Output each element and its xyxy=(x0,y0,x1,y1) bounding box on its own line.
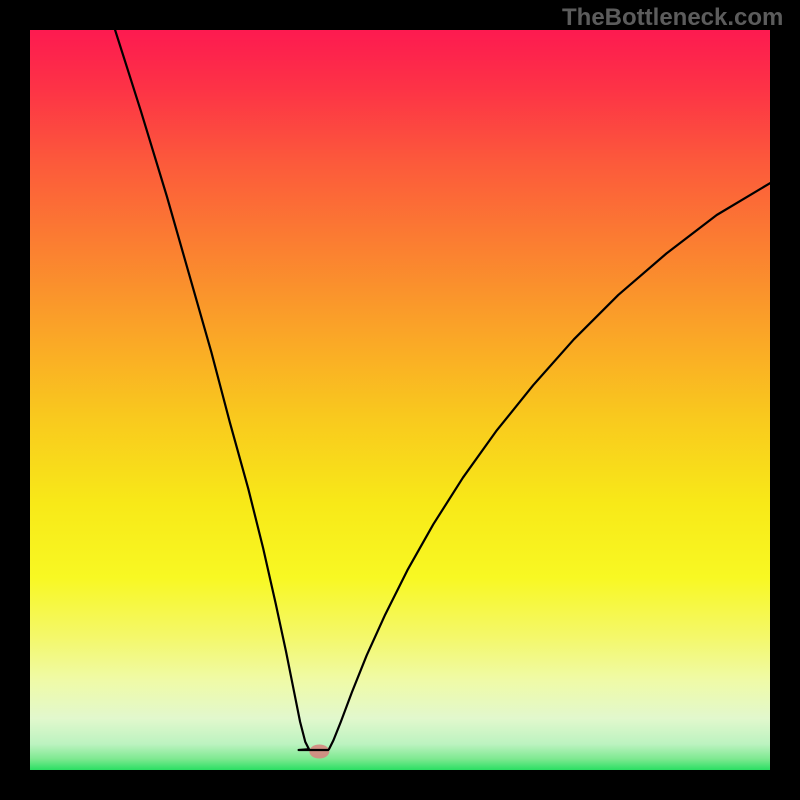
bottleneck-chart xyxy=(0,0,800,800)
plot-background xyxy=(30,30,770,770)
watermark-text: TheBottleneck.com xyxy=(562,4,783,32)
minimum-marker xyxy=(309,745,329,759)
